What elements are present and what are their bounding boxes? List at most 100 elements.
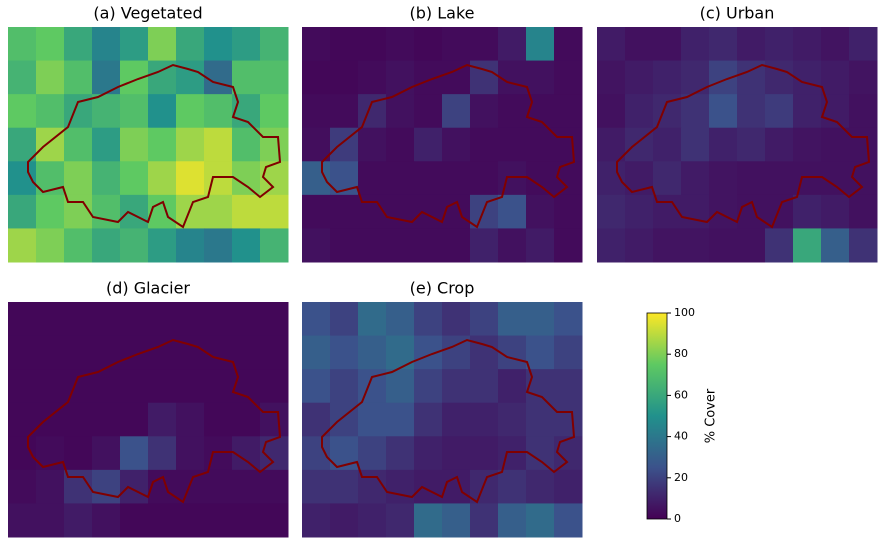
colorbar-label: % Cover: [704, 388, 719, 443]
grid-cell: [793, 27, 822, 62]
grid-cell: [849, 194, 878, 229]
grid-cell: [176, 369, 205, 404]
grid-cell: [554, 402, 583, 437]
grid-cell: [36, 228, 65, 263]
grid-cell: [386, 335, 415, 370]
grid-cell: [36, 335, 65, 370]
grid-cell: [386, 161, 415, 196]
colorbar-tick-label: 80: [674, 347, 688, 360]
grid-cell: [737, 194, 766, 229]
grid-cell: [414, 194, 443, 229]
grid-cell: [64, 27, 93, 62]
grid-cell: [92, 60, 121, 95]
grid-cell: [64, 60, 93, 95]
grid-cell: [120, 436, 149, 471]
grid-cell: [737, 228, 766, 263]
grid-cell: [625, 27, 654, 62]
grid-cell: [386, 27, 415, 62]
map-panel: [597, 27, 878, 263]
grid-cell: [442, 469, 471, 504]
grid-cell: [204, 127, 233, 162]
grid-cell: [8, 60, 37, 95]
grid-cell: [470, 302, 499, 337]
grid-cell: [653, 228, 682, 263]
grid-cell: [414, 27, 443, 62]
grid-cell: [737, 161, 766, 196]
grid-cell: [176, 335, 205, 370]
grid-cell: [526, 402, 555, 437]
grid-cell: [302, 127, 331, 162]
grid-cell: [849, 127, 878, 162]
grid-cell: [442, 402, 471, 437]
grid-cell: [793, 228, 822, 263]
grid-cell: [204, 469, 233, 504]
grid-cell: [498, 60, 527, 95]
grid-cell: [625, 228, 654, 263]
grid-cell: [358, 161, 387, 196]
grid-cell: [498, 503, 527, 538]
grid-cell: [64, 127, 93, 162]
grid-cell: [414, 94, 443, 129]
grid-cell: [176, 228, 205, 263]
grid-cell: [92, 194, 121, 229]
grid-cell: [120, 503, 149, 538]
grid-cell: [470, 60, 499, 95]
grid-cell: [92, 436, 121, 471]
grid-cell: [470, 335, 499, 370]
panel-title: (a) Vegetated: [93, 4, 202, 23]
grid-cell: [330, 194, 359, 229]
grid-cell: [260, 127, 289, 162]
grid-cell: [526, 60, 555, 95]
grid-cell: [232, 469, 261, 504]
grid-cell: [765, 27, 794, 62]
grid-cell: [148, 503, 177, 538]
grid-cell: [737, 27, 766, 62]
colorbar-tick-label: 40: [674, 430, 688, 443]
grid-cell: [260, 335, 289, 370]
grid-cell: [386, 228, 415, 263]
grid-cell: [232, 127, 261, 162]
grid-cell: [849, 27, 878, 62]
grid-cell: [260, 194, 289, 229]
grid-cell: [737, 94, 766, 129]
grid-cell: [681, 127, 710, 162]
grid-cell: [204, 228, 233, 263]
grid-cell: [232, 302, 261, 337]
grid-cell: [204, 60, 233, 95]
grid-cell: [793, 94, 822, 129]
grid-cell: [765, 94, 794, 129]
panel-title: (b) Lake: [410, 4, 475, 23]
grid-cell: [625, 194, 654, 229]
grid-cell: [765, 60, 794, 95]
grid-cell: [442, 194, 471, 229]
grid-cell: [260, 503, 289, 538]
grid-cell: [386, 402, 415, 437]
grid-cell: [765, 127, 794, 162]
grid-cell: [709, 127, 738, 162]
grid-cell: [597, 60, 626, 95]
grid-cell: [260, 469, 289, 504]
grid-cell: [442, 369, 471, 404]
grid-cell: [330, 302, 359, 337]
grid-cell: [232, 335, 261, 370]
grid-cell: [470, 402, 499, 437]
grid-cell: [148, 302, 177, 337]
grid-cell: [176, 161, 205, 196]
grid-cell: [386, 94, 415, 129]
grid-cell: [597, 27, 626, 62]
grid-cell: [526, 302, 555, 337]
grid-cell: [386, 302, 415, 337]
grid-cell: [470, 369, 499, 404]
grid-cell: [260, 369, 289, 404]
grid-cell: [554, 228, 583, 263]
grid-cell: [232, 402, 261, 437]
grid-cell: [681, 228, 710, 263]
grid-cell: [681, 60, 710, 95]
grid-cell: [554, 194, 583, 229]
grid-cell: [176, 503, 205, 538]
grid-cell: [498, 369, 527, 404]
grid-cell: [821, 228, 850, 263]
grid-cell: [92, 402, 121, 437]
grid-cell: [8, 335, 37, 370]
grid-cell: [120, 127, 149, 162]
